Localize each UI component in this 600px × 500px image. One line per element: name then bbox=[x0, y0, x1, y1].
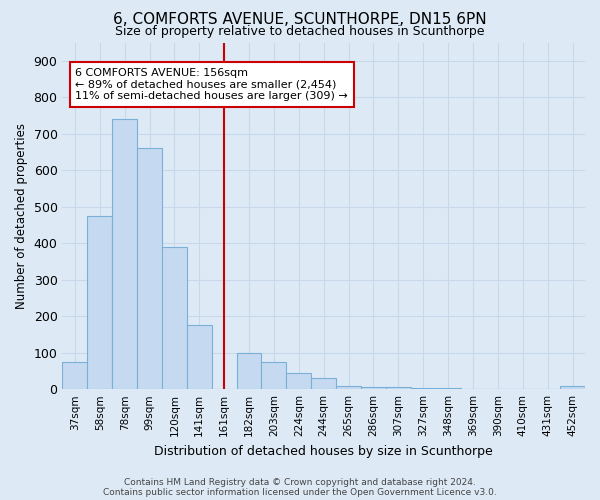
Bar bbox=[411, 388, 436, 389]
X-axis label: Distribution of detached houses by size in Scunthorpe: Distribution of detached houses by size … bbox=[154, 444, 493, 458]
Text: 6 COMFORTS AVENUE: 156sqm
← 89% of detached houses are smaller (2,454)
11% of se: 6 COMFORTS AVENUE: 156sqm ← 89% of detac… bbox=[76, 68, 348, 101]
Text: 6, COMFORTS AVENUE, SCUNTHORPE, DN15 6PN: 6, COMFORTS AVENUE, SCUNTHORPE, DN15 6PN bbox=[113, 12, 487, 28]
Y-axis label: Number of detached properties: Number of detached properties bbox=[15, 123, 28, 309]
Bar bbox=[286, 373, 311, 389]
Text: Contains HM Land Registry data © Crown copyright and database right 2024.: Contains HM Land Registry data © Crown c… bbox=[124, 478, 476, 487]
Text: Contains public sector information licensed under the Open Government Licence v3: Contains public sector information licen… bbox=[103, 488, 497, 497]
Bar bbox=[560, 386, 585, 389]
Bar bbox=[162, 247, 187, 389]
Bar bbox=[361, 388, 386, 389]
Bar bbox=[436, 388, 461, 389]
Bar bbox=[62, 362, 88, 389]
Bar bbox=[386, 388, 411, 389]
Bar bbox=[236, 352, 262, 389]
Bar bbox=[336, 386, 361, 389]
Bar bbox=[112, 119, 137, 389]
Bar bbox=[187, 326, 212, 389]
Bar bbox=[262, 362, 286, 389]
Bar bbox=[88, 216, 112, 389]
Bar bbox=[137, 148, 162, 389]
Bar bbox=[311, 378, 336, 389]
Text: Size of property relative to detached houses in Scunthorpe: Size of property relative to detached ho… bbox=[115, 25, 485, 38]
